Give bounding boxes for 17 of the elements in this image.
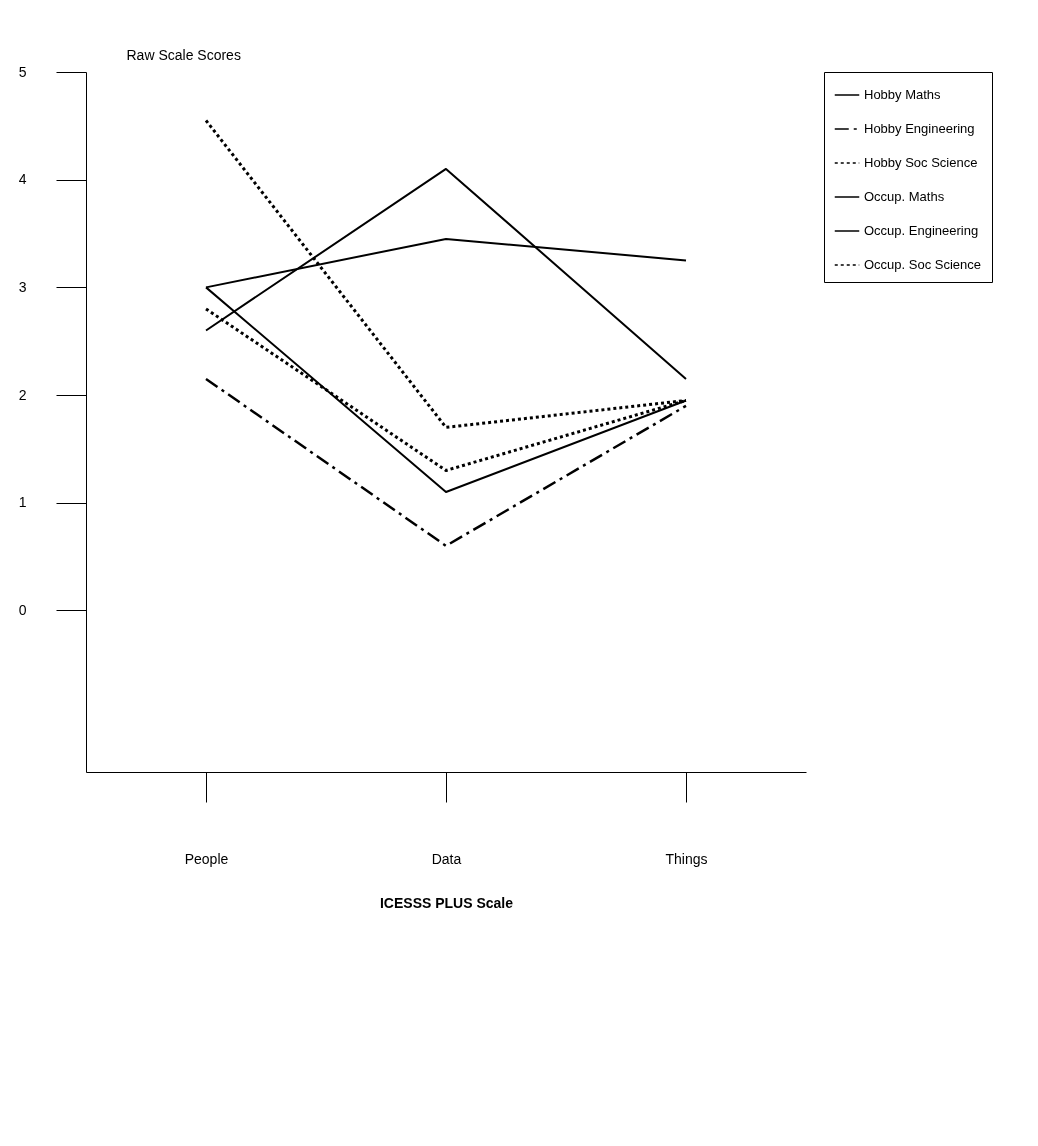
y-tick-label: 0 <box>18 601 27 618</box>
x-tick-label: People <box>184 850 229 867</box>
y-tick-label: 1 <box>18 494 27 511</box>
y-axis-title: Raw Scale Scores <box>126 46 241 63</box>
legend-label: Occup. Engineering <box>864 223 979 238</box>
y-tick-label: 2 <box>18 386 27 403</box>
y-tick-label: 4 <box>18 171 27 188</box>
y-tick-label: 5 <box>18 63 27 80</box>
y-tick-label: 3 <box>18 278 27 295</box>
legend-label: Hobby Maths <box>864 87 942 102</box>
legend-label: Occup. Maths <box>864 189 945 204</box>
x-tick-label: Things <box>665 850 708 867</box>
legend-label: Occup. Soc Science <box>864 257 982 272</box>
legend-label: Hobby Soc Science <box>864 155 978 170</box>
legend-label: Hobby Engineering <box>864 121 975 136</box>
x-axis-title: ICESSS PLUS Scale <box>379 894 514 911</box>
x-tick-label: Data <box>431 850 462 867</box>
